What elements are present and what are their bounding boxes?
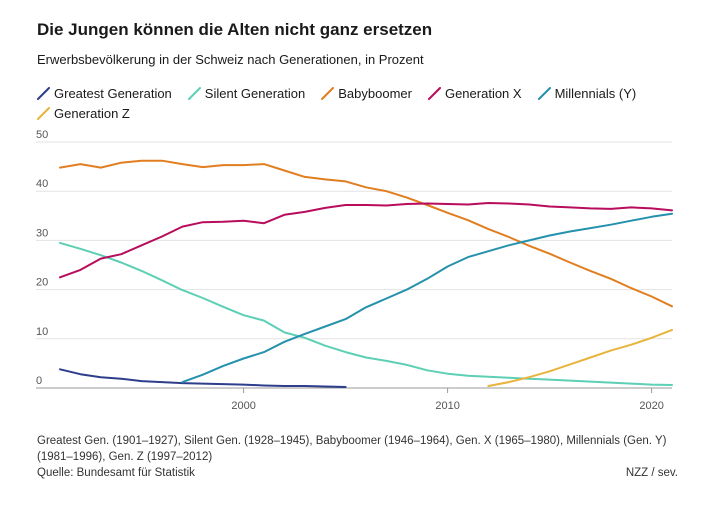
series-line-greatest-generation bbox=[59, 368, 347, 388]
legend-item-greatest-generation: Greatest Generation bbox=[37, 86, 172, 101]
y-tick-label: 10 bbox=[36, 326, 48, 338]
series-line-generation-x bbox=[59, 202, 673, 279]
legend-swatch bbox=[321, 87, 335, 100]
legend-item-generation-z: Generation Z bbox=[37, 106, 130, 121]
chart-title: Die Jungen können die Alten nicht ganz e… bbox=[37, 20, 433, 39]
legend-item-generation-x: Generation X bbox=[427, 86, 522, 101]
y-tick-label: 40 bbox=[36, 178, 48, 190]
legend-label: Greatest Generation bbox=[54, 86, 172, 101]
y-tick-label: 50 bbox=[36, 129, 48, 141]
x-tick-label: 2020 bbox=[639, 400, 663, 412]
legend-swatch bbox=[537, 87, 551, 100]
legend-swatch bbox=[37, 107, 50, 120]
legend-label: Generation X bbox=[444, 86, 522, 101]
series-line-silent-generation bbox=[59, 241, 673, 386]
y-tick-label: 0 bbox=[36, 375, 42, 387]
legend-swatch bbox=[187, 87, 201, 100]
series-line-millennials-y bbox=[181, 212, 673, 384]
chart-legend: Greatest Generation Silent Generation Baby… bbox=[37, 86, 677, 121]
footnote: Greatest Gen. (1901–1927), Silent Gen. (… bbox=[37, 435, 667, 463]
x-tick-label: 2010 bbox=[435, 400, 459, 412]
series-line-babyboomer bbox=[59, 159, 673, 308]
legend-label: Generation Z bbox=[54, 106, 130, 121]
legend-swatch bbox=[37, 87, 50, 100]
legend-label: Silent Generation bbox=[204, 86, 306, 101]
source-note: Quelle: Bundesamt für Statistik bbox=[37, 467, 195, 479]
legend-item-silent-generation: Silent Generation bbox=[187, 86, 306, 101]
legend-swatch bbox=[427, 87, 441, 100]
y-tick-label: 30 bbox=[36, 227, 48, 239]
y-tick-label: 20 bbox=[36, 277, 48, 289]
chart-subtitle: Erwerbsbevölkerung in der Schweiz nach G… bbox=[37, 52, 424, 67]
x-tick-label: 2000 bbox=[231, 400, 255, 412]
legend-item-babyboomer: Babyboomer bbox=[321, 86, 412, 101]
legend-item-millennials-y: Millennials (Y) bbox=[537, 86, 637, 101]
credit-note: NZZ / sev. bbox=[625, 467, 678, 479]
legend-label: Millennials (Y) bbox=[554, 86, 637, 101]
series-line-generation-z bbox=[487, 328, 673, 387]
legend-label: Babyboomer bbox=[338, 86, 412, 101]
